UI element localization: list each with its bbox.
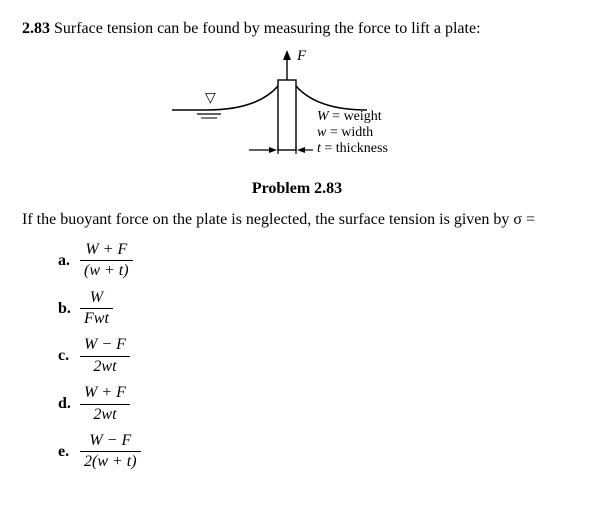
legend-weight: W = weight: [317, 109, 382, 124]
intro-text: Surface tension can be found by measurin…: [54, 20, 481, 37]
legend-thickness: t = thickness: [317, 141, 388, 156]
choice-c: c. W − F 2wt: [58, 336, 572, 376]
choice-label: c.: [58, 345, 80, 367]
choice-label: d.: [58, 393, 80, 415]
choice-expression: W + F (w + t): [80, 241, 133, 281]
choice-expression: W Fwt: [80, 289, 113, 329]
choice-label: b.: [58, 298, 80, 320]
question-text: If the buoyant force on the plate is neg…: [22, 209, 572, 231]
choice-e: e. W − F 2(w + t): [58, 432, 572, 472]
choice-expression: W + F 2wt: [80, 384, 130, 424]
problem-intro: 2.83 Surface tension can be found by mea…: [22, 18, 572, 40]
figure-caption: Problem 2.83: [22, 178, 572, 200]
caption-number: 2.83: [314, 180, 342, 197]
force-label: F: [296, 48, 307, 64]
choice-expression: W − F 2wt: [80, 336, 130, 376]
figure-container: F ▽ W = weight w = width t = thickness: [22, 46, 572, 176]
legend-width: w = width: [317, 125, 373, 140]
problem-number: 2.83: [22, 20, 50, 37]
choice-expression: W − F 2(w + t): [80, 432, 141, 472]
caption-word: Problem: [252, 180, 310, 197]
plate-diagram-svg: F ▽ W = weight w = width t = thickness: [137, 46, 457, 176]
choice-b: b. W Fwt: [58, 289, 572, 329]
choice-label: a.: [58, 250, 80, 272]
choice-d: d. W + F 2wt: [58, 384, 572, 424]
choice-list: a. W + F (w + t) b. W Fwt c. W − F 2wt d…: [22, 241, 572, 472]
choice-label: e.: [58, 441, 80, 463]
choice-a: a. W + F (w + t): [58, 241, 572, 281]
water-level-icon: ▽: [205, 91, 216, 106]
